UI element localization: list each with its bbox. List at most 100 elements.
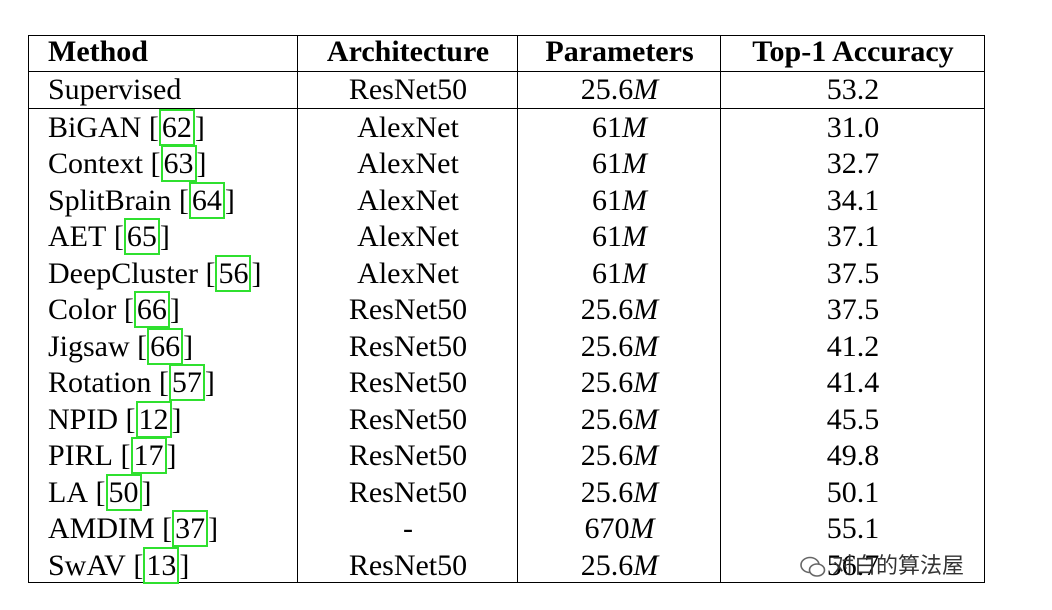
accuracy-cell: 49.8 — [826, 439, 880, 472]
accuracy-cell: 41.4 — [826, 366, 880, 399]
param-unit: M — [633, 366, 659, 399]
method-cell: DeepCluster [56] — [48, 254, 261, 292]
column-divider — [517, 36, 518, 582]
space — [113, 439, 121, 472]
accuracy-cell: 45.5 — [826, 402, 880, 436]
wechat-icon — [800, 556, 826, 577]
cite-open: [ — [148, 110, 159, 144]
parameters-cell: 61M — [518, 256, 721, 292]
parameters-cell: 25.6M — [518, 329, 721, 365]
param-unit: M — [629, 512, 655, 545]
method-cell: SwAV [13] — [48, 546, 190, 584]
param-unit: M — [633, 293, 659, 326]
param-number: 61 — [592, 183, 622, 217]
accuracy-cell: 37.1 — [826, 220, 880, 253]
method-name: LA — [48, 475, 88, 509]
header-cell: Parameters — [545, 35, 694, 68]
method-cell: AET [65] — [48, 218, 170, 255]
header-cell: Architecture — [326, 35, 490, 68]
cite-close: ] — [208, 512, 219, 545]
space — [141, 111, 149, 144]
method-cell: PIRL [17] — [48, 437, 177, 474]
architecture-cell: AlexNet — [357, 220, 459, 253]
parameters-cell: 61M — [518, 183, 721, 219]
row-divider — [29, 108, 984, 109]
architecture-cell: AlexNet — [357, 147, 459, 180]
cite-open: [ — [162, 512, 173, 545]
cite-ref: 56 — [215, 254, 252, 292]
accuracy-cell: 53.2 — [826, 72, 880, 106]
accuracy-cell: 56.7 — [826, 548, 880, 582]
param-unit: M — [633, 72, 659, 106]
param-unit: M — [622, 256, 647, 290]
cite-open: [ — [158, 366, 169, 399]
architecture-cell: AlexNet — [357, 110, 459, 144]
header-cell: Top-1 Accuracy — [752, 35, 954, 68]
method-name: DeepCluster — [48, 256, 198, 290]
method-cell: Color [66] — [48, 291, 180, 328]
architecture-cell: ResNet50 — [348, 293, 468, 326]
cite-close: ] — [171, 402, 182, 436]
parameters-cell: 25.6M — [518, 402, 721, 438]
cite-ref: 13 — [143, 546, 180, 584]
space — [118, 403, 126, 436]
method-name: SwAV — [48, 548, 126, 582]
architecture-cell: ResNet50 — [348, 366, 468, 399]
accuracy-cell: 34.1 — [826, 183, 880, 217]
space — [151, 366, 159, 399]
cite-ref: 63 — [160, 145, 197, 182]
param-number: 61 — [592, 256, 622, 290]
method-name: NPID — [48, 402, 119, 436]
method-name: Context — [48, 147, 143, 180]
param-unit: M — [622, 183, 647, 217]
cite-close: ] — [224, 183, 235, 217]
param-number: 25.6 — [580, 329, 634, 363]
column-divider — [297, 36, 298, 582]
parameters-cell: 25.6M — [518, 548, 721, 584]
accuracy-cell: 55.1 — [826, 512, 880, 545]
param-unit: M — [633, 548, 659, 582]
parameters-cell: 61M — [518, 219, 721, 255]
method-cell: Rotation [57] — [48, 364, 215, 401]
watermark-text: 对白的算法屋 — [832, 554, 965, 579]
parameters-cell: 25.6M — [518, 438, 721, 474]
param-unit: M — [622, 147, 647, 180]
space — [171, 184, 179, 217]
param-number: 25.6 — [580, 475, 634, 509]
watermark: 对白的算法屋 — [800, 548, 964, 580]
header-cell: Method — [48, 35, 148, 68]
method-name: BiGAN — [48, 110, 142, 144]
param-number: 61 — [592, 110, 622, 144]
method-name: Jigsaw — [48, 329, 130, 363]
cite-close: ] — [179, 548, 190, 582]
cite-ref: 17 — [130, 437, 167, 474]
results-table: Method Architecture Parameters Top-1 Accura… — [28, 35, 985, 584]
parameters-cell: 25.6M — [518, 292, 721, 328]
parameters-cell: 61M — [518, 146, 721, 182]
method-cell: SplitBrain [64] — [48, 181, 235, 219]
architecture-cell: ResNet50 — [348, 439, 468, 472]
cite-close: ] — [141, 475, 152, 509]
param-number: 61 — [592, 220, 622, 253]
method-name: Color — [48, 293, 117, 326]
cite-open: [ — [95, 475, 106, 509]
architecture-cell: AlexNet — [357, 256, 459, 290]
method-name: SplitBrain — [48, 183, 172, 217]
method-cell: Context [63] — [48, 145, 207, 182]
cite-close: ] — [183, 329, 194, 363]
cite-ref: 57 — [168, 364, 205, 401]
param-number: 670 — [584, 512, 630, 545]
param-number: 25.6 — [580, 293, 634, 326]
space — [143, 147, 151, 180]
param-number: 25.6 — [580, 548, 634, 582]
method-cell: AMDIM [37] — [48, 510, 219, 547]
method-cell: LA [50] — [48, 473, 152, 511]
architecture-cell: AlexNet — [357, 183, 459, 217]
column-divider — [720, 36, 721, 582]
cite-open: [ — [133, 548, 144, 582]
param-number: 25.6 — [580, 439, 634, 472]
architecture-cell: ResNet50 — [348, 72, 468, 106]
param-unit: M — [633, 439, 659, 472]
space — [88, 476, 96, 509]
